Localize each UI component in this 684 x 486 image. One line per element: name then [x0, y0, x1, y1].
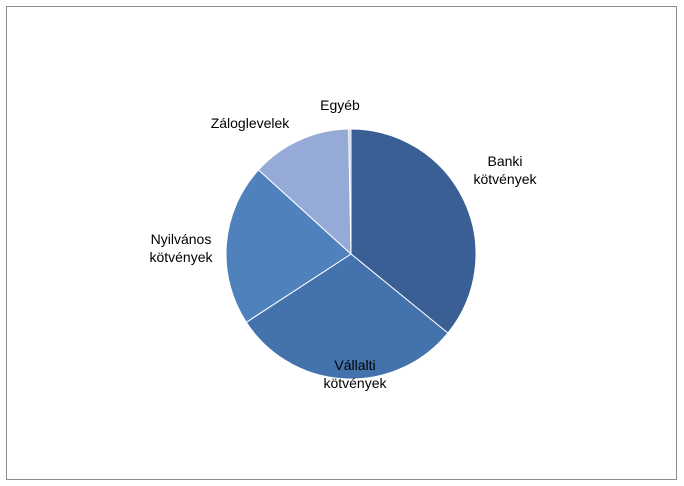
pie-slice-4 — [348, 128, 352, 255]
pie-slice-0 — [350, 128, 477, 334]
slice-label-4: Egyéb — [320, 97, 360, 113]
pie-slice-3 — [257, 128, 352, 256]
pie-slice-1 — [245, 253, 449, 380]
slice-label-2: Nyilvános kötvények — [149, 231, 213, 265]
pie-slices — [225, 128, 477, 380]
slice-labels: Banki kötvények Vállalti kötvények Nyilvános… — [149, 97, 537, 391]
slice-label-3: Záloglevelek — [211, 115, 291, 131]
slice-label-1: Vállalti kötvények — [323, 357, 387, 391]
slice-label-0: Banki kötvények — [473, 153, 537, 187]
pie-slice-2 — [225, 169, 352, 323]
